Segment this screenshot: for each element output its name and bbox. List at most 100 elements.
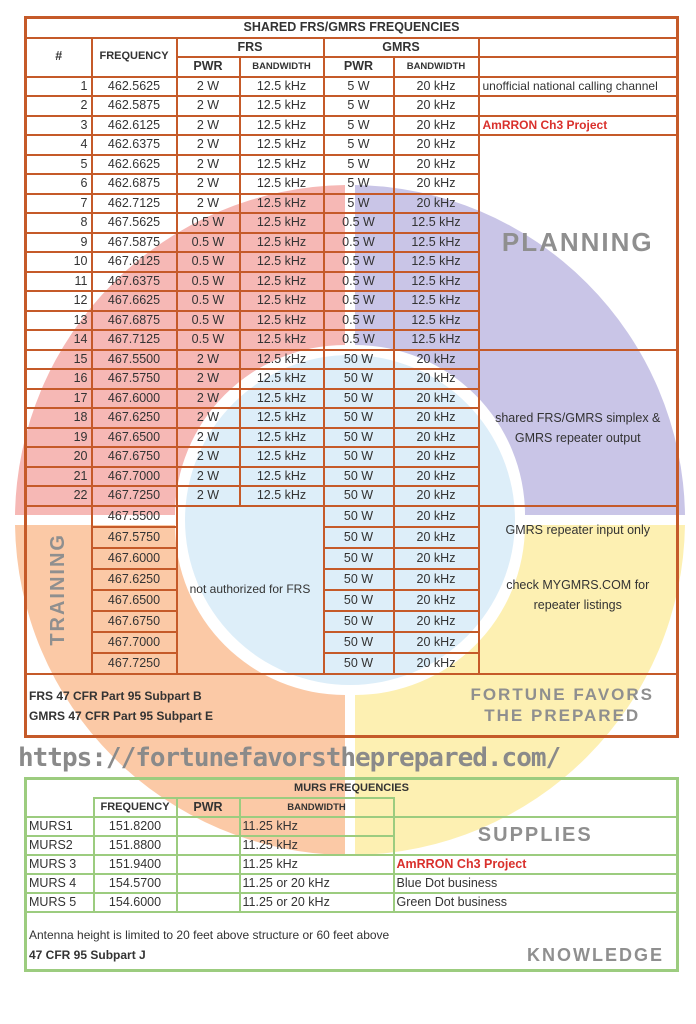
note-cell: AmRRON Ch3 Project [392,853,679,875]
frequency-cell: 467.5500 [90,504,178,528]
frs-power-cell: 2 W [175,192,241,214]
table-row: 2 462.5875 2 W 12.5 kHz 5 W 20 kHz [24,95,679,117]
gmrs-power-cell: 50 W [322,446,395,468]
table-title: SHARED FRS/GMRS FREQUENCIES [24,16,679,39]
header-frs-pwr: PWR [175,56,241,78]
power-cell [175,815,241,837]
header-blank [392,797,679,818]
gmrs-bandwidth-cell: 20 kHz [392,173,480,195]
frs-bandwidth-cell: 12.5 kHz [238,192,325,214]
channel-number: 15 [24,348,93,370]
gmrs-bandwidth-cell: 20 kHz [392,588,480,612]
channel-number: 14 [24,329,93,351]
gmrs-power-cell: 50 W [322,588,395,612]
gmrs-power-cell: 5 W [322,153,395,175]
gmrs-power-cell: 50 W [322,387,395,409]
frs-bandwidth-cell: 12.5 kHz [238,387,325,409]
channel-number: 20 [24,446,93,468]
power-cell [175,872,241,894]
header-num: # [24,36,93,78]
table-row: 7 462.7125 2 W 12.5 kHz 5 W 20 kHz [24,192,678,214]
gmrs-bandwidth-cell: 12.5 kHz [392,231,480,253]
gmrs-bandwidth-cell: 20 kHz [392,95,480,117]
table-row: MURS2 151.8800 11.25 kHz [24,834,678,856]
gmrs-bandwidth-cell: 20 kHz [392,567,480,591]
gmrs-power-cell: 0.5 W [322,309,395,331]
frequency-cell: 467.6625 [90,290,178,312]
frs-bandwidth-cell: 12.5 kHz [238,407,325,429]
frequency-cell: 462.6125 [90,114,178,136]
gmrs-bandwidth-cell: 12.5 kHz [392,212,480,234]
gmrs-power-cell: 5 W [322,75,395,97]
frs-power-cell: 2 W [175,95,241,117]
frs-power-cell: 0.5 W [175,290,241,312]
gmrs-power-cell: 5 W [322,114,395,136]
frs-bandwidth-cell: 12.5 kHz [238,270,325,292]
channel-number: 1 [24,75,93,97]
frs-bandwidth-cell: 12.5 kHz [238,75,325,97]
watermark-center-line: PREPARED [530,705,641,725]
repeater-note-cell: GMRS repeater input only check MYGMRS.COM… [477,504,679,675]
frs-bandwidth-cell: 12.5 kHz [238,309,325,331]
bandwidth-cell: 11.25 or 20 kHz [238,872,395,894]
frs-power-cell: 0.5 W [175,270,241,292]
channel-name: MURS 5 [24,891,95,913]
frequency-cell: 467.7250 [90,485,178,507]
table-row: 18 467.6250 2 W 12.5 kHz 50 W 20 kHz [24,407,678,429]
frequency-cell: 467.7125 [90,329,178,351]
table-row: MURS 3 151.9400 11.25 kHz AmRRON Ch3 Projec… [24,853,679,875]
channel-number: 16 [24,368,93,390]
frequency-cell: 467.6750 [90,609,178,633]
note-cell: Blue Dot business [392,872,679,894]
watermark-center-text: FORTUNE FAVORS THE PREPARED [470,684,674,726]
table-row: 467.6250 50 W 20 kHz [26,567,678,591]
bandwidth-cell: 11.25 kHz [238,834,395,856]
frequency-cell: 467.6250 [90,407,178,429]
frs-bandwidth-cell: 12.5 kHz [238,173,325,195]
channel-number: 13 [24,309,93,331]
gmrs-bandwidth-cell: 20 kHz [392,407,480,429]
channel-number: 3 [24,114,93,136]
table-row: 467.7000 50 W 20 kHz [26,630,678,654]
frs-power-cell: 2 W [175,153,241,175]
gmrs-power-cell: 5 W [322,192,395,214]
channel-number: 12 [24,290,93,312]
frs-power-cell: 0.5 W [175,309,241,331]
table-row: MURS 4 154.5700 11.25 or 20 kHz Blue Dot bu… [24,872,679,894]
frequency-cell: 467.6375 [90,270,178,292]
frequency-cell: 467.5750 [90,368,178,390]
table-row: 8 467.5625 0.5 W 12.5 kHz 0.5 W 12.5 kHz [24,212,678,234]
frs-bandwidth-cell: 12.5 kHz [238,348,325,370]
power-cell [175,853,241,875]
frs-power-cell: 2 W [175,407,241,429]
gmrs-bandwidth-cell: 20 kHz [392,114,480,136]
mygmrs-note: check MYGMRS.COM for repeater listings [506,577,650,612]
frs-power-cell: 2 W [175,446,241,468]
gmrs-bandwidth-cell: 20 kHz [392,348,480,370]
gmrs-bandwidth-cell: 20 kHz [392,134,480,156]
gmrs-power-cell: 50 W [322,504,395,528]
frs-power-cell: 2 W [175,114,241,136]
gmrs-power-cell: 5 W [322,95,395,117]
watermark-center-line: FAVORS [573,684,654,704]
table-row: 1 462.5625 2 W 12.5 kHz 5 W 20 kHz unofficial … [24,75,679,97]
frequency-cell: 462.6375 [90,134,178,156]
table-row: 467.6000 50 W 20 kHz [26,546,678,570]
gmrs-bandwidth-cell: 20 kHz [392,387,480,409]
gmrs-power-cell: 0.5 W [322,329,395,351]
frequency-cell: 151.8800 [92,834,178,856]
channel-number: 7 [24,192,93,214]
bandwidth-cell: 11.25 or 20 kHz [238,891,395,913]
frequency-cell: 462.5875 [90,95,178,117]
gmrs-power-cell: 5 W [322,134,395,156]
gmrs-bandwidth-cell: 20 kHz [392,651,480,675]
gmrs-power-cell: 50 W [322,368,395,390]
table-row: 467.6500 50 W 20 kHz [26,588,678,612]
gmrs-power-cell: 50 W [322,465,395,487]
frs-power-cell: 0.5 W [175,251,241,273]
frequency-cell: 467.7000 [90,630,178,654]
frs-bandwidth-cell: 12.5 kHz [238,368,325,390]
table-row: 5 462.6625 2 W 12.5 kHz 5 W 20 kHz [24,153,678,175]
channel-number: 5 [24,153,93,175]
header-frs: FRS [175,36,325,58]
